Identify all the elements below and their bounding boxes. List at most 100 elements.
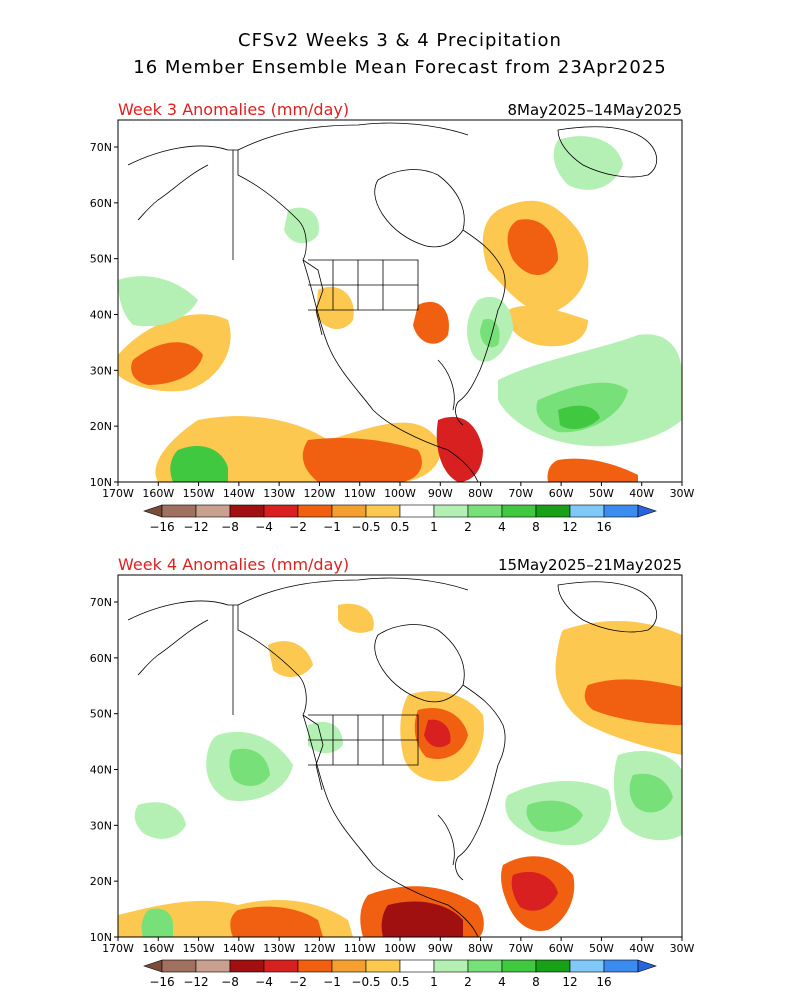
coastlines — [127, 577, 658, 938]
map-area: 70N 60N 50N 40N 30N 20N 10N 170W 160W 150W 140W 13… — [90, 119, 695, 500]
colorbar-swatch — [501, 504, 537, 518]
lon-tick-label: 110W — [344, 942, 376, 955]
colorbar-swatch — [399, 959, 435, 973]
colorbar-swatch — [365, 959, 401, 973]
colorbar-swatch — [569, 959, 605, 973]
colorbar-label: −1 — [323, 975, 341, 989]
colorbar-swatch — [433, 959, 469, 973]
lat-tick-label: 40N — [90, 764, 112, 777]
lon-tick-label: 100W — [384, 487, 416, 500]
colorbar-label: −4 — [255, 520, 273, 534]
colorbar-swatch — [603, 504, 639, 518]
colorbar-label: −4 — [255, 975, 273, 989]
colorbar-label: −0.5 — [351, 520, 380, 534]
colorbar-label: 16 — [596, 520, 611, 534]
chart-title-line1: CFSv2 Weeks 3 & 4 Precipitation — [238, 30, 562, 51]
colorbar-swatch — [161, 959, 197, 973]
lat-tick-label: 70N — [90, 596, 112, 609]
panel-dates: 15May2025–21May2025 — [498, 556, 682, 574]
colorbar-swatch — [569, 504, 605, 518]
lon-tick-label: 160W — [142, 487, 174, 500]
lat-tick-label: 40N — [90, 309, 112, 322]
colorbar-arrow-right — [637, 959, 657, 973]
lon-tick-label: 90W — [428, 942, 453, 955]
lon-tick-label: 40W — [629, 942, 654, 955]
lon-tick-label: 160W — [142, 942, 174, 955]
lat-tick-label: 20N — [90, 875, 112, 888]
colorbar-arrow-left — [143, 504, 163, 518]
colorbar-swatch — [399, 504, 435, 518]
lon-tick-label: 100W — [384, 942, 416, 955]
colorbar-swatch — [331, 959, 367, 973]
colorbar-label: 12 — [562, 975, 577, 989]
lon-tick-label: 50W — [589, 487, 614, 500]
lon-tick-label: 140W — [223, 942, 255, 955]
colorbar-swatch — [535, 504, 571, 518]
lat-axis: 70N 60N 50N 40N 30N 20N 10N — [90, 141, 118, 489]
lat-tick-label: 20N — [90, 420, 112, 433]
colorbar-swatch — [229, 504, 265, 518]
lon-tick-label: 170W — [102, 487, 134, 500]
lat-tick-label: 30N — [90, 819, 112, 832]
colorbar-label: 1 — [430, 975, 438, 989]
colorbar-swatch — [467, 504, 503, 518]
colorbar-label: 16 — [596, 975, 611, 989]
lat-tick-label: 10N — [90, 931, 112, 944]
lon-tick-label: 80W — [468, 487, 493, 500]
lon-tick-label: 70W — [508, 487, 533, 500]
chart-title-line2: 16 Member Ensemble Mean Forecast from 23… — [133, 57, 667, 78]
colorbar-label: −8 — [221, 975, 239, 989]
colorbar-label: −16 — [149, 975, 174, 989]
lon-tick-label: 130W — [263, 487, 295, 500]
colorbar-swatch — [433, 504, 469, 518]
lon-tick-label: 40W — [629, 487, 654, 500]
colorbar-swatch — [263, 959, 299, 973]
colorbar-swatch — [195, 504, 231, 518]
colorbar-label: 2 — [464, 520, 472, 534]
map-area: 70N 60N 50N 40N 30N 20N 10N 170W 160W 150W 140W 13… — [90, 574, 695, 955]
colorbar-swatch — [195, 959, 231, 973]
colorbar-swatch — [365, 504, 401, 518]
colorbar-swatch — [501, 959, 537, 973]
colorbar-swatch — [603, 959, 639, 973]
colorbar-label: −1 — [323, 520, 341, 534]
colorbar-label: −0.5 — [351, 975, 380, 989]
lon-tick-label: 140W — [223, 487, 255, 500]
lat-tick-label: 50N — [90, 708, 112, 721]
colorbar-label: 4 — [498, 520, 506, 534]
colorbar-swatch — [161, 504, 197, 518]
lat-tick-label: 60N — [90, 197, 112, 210]
lon-tick-label: 70W — [508, 942, 533, 955]
lat-axis: 70N 60N 50N 40N 30N 20N 10N — [90, 596, 118, 944]
coastlines — [127, 122, 658, 483]
colorbar-label: 2 — [464, 975, 472, 989]
lat-tick-label: 60N — [90, 652, 112, 665]
colorbar-label: −2 — [289, 975, 307, 989]
lon-tick-label: 110W — [344, 487, 376, 500]
colorbar-label: −12 — [183, 520, 208, 534]
lon-tick-label: 150W — [183, 942, 215, 955]
colorbar-swatch — [331, 504, 367, 518]
colorbar-label: −8 — [221, 520, 239, 534]
colorbar-label: −12 — [183, 975, 208, 989]
week3-panel: Week 3 Anomalies (mm/day) 8May2025–14May… — [90, 100, 695, 534]
lon-tick-label: 120W — [303, 942, 335, 955]
week4-panel: Week 4 Anomalies (mm/day) 15May2025–21Ma… — [90, 555, 695, 989]
colorbar-swatch — [297, 959, 333, 973]
colorbar-swatch — [263, 504, 299, 518]
anomaly-shading — [118, 136, 682, 482]
colorbar-arrow-left — [143, 959, 163, 973]
colorbar-label: −2 — [289, 520, 307, 534]
lon-tick-label: 170W — [102, 942, 134, 955]
panel-label: Week 3 Anomalies (mm/day) — [118, 100, 349, 119]
lon-tick-label: 120W — [303, 487, 335, 500]
colorbar-label: 0.5 — [390, 975, 409, 989]
colorbar: −16 −12 −8 −4 −2 −1 −0.5 0.5 1 2 4 8 12 16 — [143, 504, 657, 534]
colorbar-swatch — [297, 504, 333, 518]
lon-tick-label: 30W — [670, 942, 695, 955]
anomaly-shading — [118, 603, 682, 937]
lat-tick-label: 50N — [90, 253, 112, 266]
lon-tick-label: 60W — [549, 487, 574, 500]
colorbar-label: 4 — [498, 975, 506, 989]
lon-tick-label: 60W — [549, 942, 574, 955]
